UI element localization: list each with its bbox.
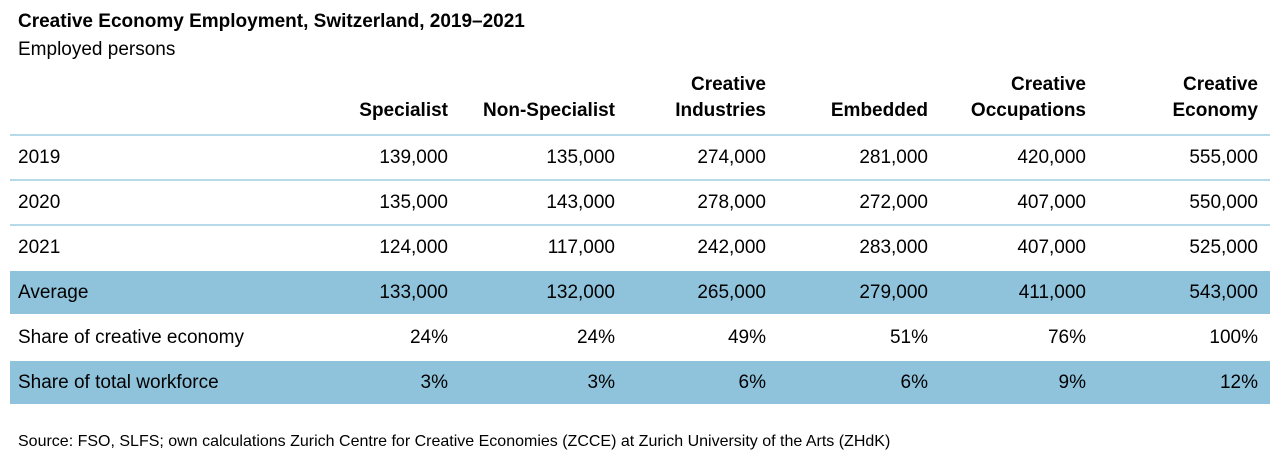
cell: 407,000 [940,225,1098,271]
column-header-non-specialist: Non-Specialist [460,72,627,136]
source-note: Source: FSO, SLFS; own calculations Zuri… [18,433,891,450]
cell: 407,000 [940,180,1098,226]
cell: 550,000 [1098,180,1270,226]
row-label: Share of total workforce [10,360,340,404]
table-row-2021: 2021 124,000 117,000 242,000 283,000 407… [10,225,1270,271]
cell: 76% [940,315,1098,361]
cell: 51% [778,315,940,361]
row-label: 2019 [10,135,340,181]
cell: 3% [340,360,460,404]
cell: 265,000 [627,270,778,316]
cell: 411,000 [940,270,1098,316]
column-header-embedded: Embedded [778,72,940,136]
column-header-creative-occupations: Creative Occupations [940,72,1098,136]
header-row: Specialist Non-Specialist Creative Indus… [10,72,1270,136]
cell: 6% [627,360,778,404]
row-label: Share of creative economy [10,315,340,361]
cell: 9% [940,360,1098,404]
cell: 24% [340,315,460,361]
cell: 135,000 [460,135,627,181]
corner-cell [10,72,340,136]
cell: 132,000 [460,270,627,316]
column-header-creative-industries: Creative Industries [627,72,778,136]
cell: 117,000 [460,225,627,271]
cell: 278,000 [627,180,778,226]
column-header-creative-economy: Creative Economy [1098,72,1270,136]
row-label: Average [10,270,340,316]
row-label: 2021 [10,225,340,271]
cell: 6% [778,360,940,404]
table-row-average: Average 133,000 132,000 265,000 279,000 … [10,270,1270,316]
cell: 139,000 [340,135,460,181]
cell: 124,000 [340,225,460,271]
cell: 49% [627,315,778,361]
cell: 281,000 [778,135,940,181]
cell: 274,000 [627,135,778,181]
table-row-share-creative-economy: Share of creative economy 24% 24% 49% 51… [10,315,1270,361]
page-title: Creative Economy Employment, Switzerland… [18,11,525,32]
cell: 133,000 [340,270,460,316]
cell: 279,000 [778,270,940,316]
cell: 283,000 [778,225,940,271]
cell: 135,000 [340,180,460,226]
cell: 3% [460,360,627,404]
cell: 555,000 [1098,135,1270,181]
cell: 420,000 [940,135,1098,181]
cell: 24% [460,315,627,361]
cell: 272,000 [778,180,940,226]
cell: 143,000 [460,180,627,226]
column-header-specialist: Specialist [340,72,460,136]
cell: 242,000 [627,225,778,271]
cell: 100% [1098,315,1270,361]
table-row-2019: 2019 139,000 135,000 274,000 281,000 420… [10,135,1270,181]
page-subtitle: Employed persons [18,39,176,60]
cell: 543,000 [1098,270,1270,316]
table-row-2020: 2020 135,000 143,000 278,000 272,000 407… [10,180,1270,226]
table-row-share-total-workforce: Share of total workforce 3% 3% 6% 6% 9% … [10,360,1270,404]
cell: 12% [1098,360,1270,404]
row-label: 2020 [10,180,340,226]
cell: 525,000 [1098,225,1270,271]
employment-table: Specialist Non-Specialist Creative Indus… [10,72,1270,404]
